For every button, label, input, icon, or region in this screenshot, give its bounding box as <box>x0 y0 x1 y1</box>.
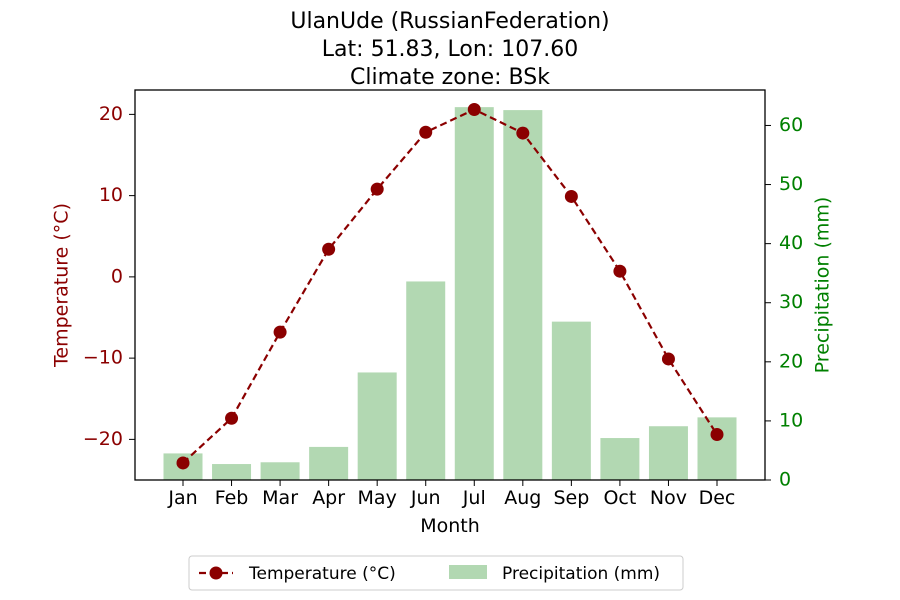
legend-box <box>188 555 684 591</box>
x-tick-label-apr: Apr <box>312 487 345 509</box>
precipitation-bars <box>163 107 737 481</box>
precipitation-bar-aug <box>503 110 543 480</box>
x-tick-label-mar: Mar <box>262 487 298 509</box>
temperature-axis: −20 −10 0 10 20 Temperature (°C) <box>51 103 135 450</box>
x-tick-label-aug: Aug <box>504 487 541 509</box>
temperature-point-aug <box>516 126 530 140</box>
temperature-point-feb <box>225 411 239 425</box>
precipitation-bar-feb <box>212 464 252 480</box>
legend-temperature-label: Temperature (°C) <box>248 564 396 584</box>
precipitation-bar-sep <box>551 321 591 480</box>
temperature-point-mar <box>273 325 287 339</box>
temperature-line <box>176 103 724 470</box>
x-tick-label-nov: Nov <box>650 487 687 509</box>
precipitation-tick-label: 10 <box>779 409 803 431</box>
temperature-tick-label: −10 <box>83 347 123 369</box>
title-line-1: UlanUde (RussianFederation) <box>290 9 609 34</box>
x-axis: Jan Feb Mar Apr May Jun Jul Aug Sep Oct Nov Dec Mont… <box>167 480 735 537</box>
precipitation-bar-mar <box>260 462 300 480</box>
precipitation-bar-nov <box>648 426 688 480</box>
x-tick-label-may: May <box>358 487 397 509</box>
plot-frame <box>134 89 766 481</box>
temperature-point-dec <box>710 428 724 441</box>
plot-border <box>134 89 766 481</box>
precipitation-tick-label: 20 <box>779 350 803 372</box>
precipitation-bar-oct <box>600 438 640 480</box>
legend-precipitation-swatch <box>449 565 487 579</box>
precipitation-bar-jun <box>406 281 446 480</box>
temperature-tick-label: 20 <box>99 103 123 125</box>
title-line-3: Climate zone: BSk <box>350 65 550 90</box>
legend-temperature-marker <box>209 566 223 580</box>
chart-title: UlanUde (RussianFederation) Lat: 51.83, L… <box>290 9 609 90</box>
precipitation-bar-jul <box>454 107 494 481</box>
temperature-point-jul <box>467 103 481 116</box>
x-tick-label-sep: Sep <box>553 487 589 509</box>
precipitation-tick-label: 0 <box>779 469 791 491</box>
legend: Temperature (°C) Precipitation (mm) <box>188 555 684 591</box>
precipitation-axis: 0 10 20 30 40 50 60 Precipitation (mm) <box>765 114 834 491</box>
temperature-point-sep <box>564 189 578 203</box>
temperature-tick-label: 10 <box>99 184 123 206</box>
temperature-point-apr <box>322 242 336 256</box>
x-tick-label-oct: Oct <box>603 487 636 509</box>
x-tick-label-dec: Dec <box>699 487 736 509</box>
temperature-point-may <box>370 182 384 196</box>
legend-precipitation-label: Precipitation (mm) <box>502 564 660 584</box>
precipitation-bar-may <box>357 372 397 480</box>
precipitation-axis-label: Precipitation (mm) <box>812 197 834 374</box>
temperature-tick-label: −20 <box>83 428 123 450</box>
precipitation-bar-apr <box>309 446 349 480</box>
temperature-series-line <box>182 108 718 464</box>
temperature-point-oct <box>613 264 627 278</box>
x-tick-label-jun: Jun <box>410 487 441 509</box>
precipitation-tick-label: 50 <box>779 173 803 195</box>
x-tick-label-feb: Feb <box>215 487 249 509</box>
temperature-point-jan <box>176 456 190 470</box>
precipitation-tick-label: 30 <box>779 291 803 313</box>
x-axis-label: Month <box>420 515 480 537</box>
x-tick-label-jul: Jul <box>462 487 486 509</box>
x-tick-label-jan: Jan <box>167 487 197 509</box>
temperature-point-jun <box>419 125 433 139</box>
temperature-axis-label: Temperature (°C) <box>51 203 73 368</box>
precipitation-tick-label: 40 <box>779 232 803 254</box>
title-line-2: Lat: 51.83, Lon: 107.60 <box>322 37 578 62</box>
precipitation-tick-label: 60 <box>779 114 803 136</box>
temperature-tick-label: 0 <box>111 265 123 287</box>
temperature-point-nov <box>661 352 675 366</box>
precipitation-bar-dec <box>697 417 737 480</box>
